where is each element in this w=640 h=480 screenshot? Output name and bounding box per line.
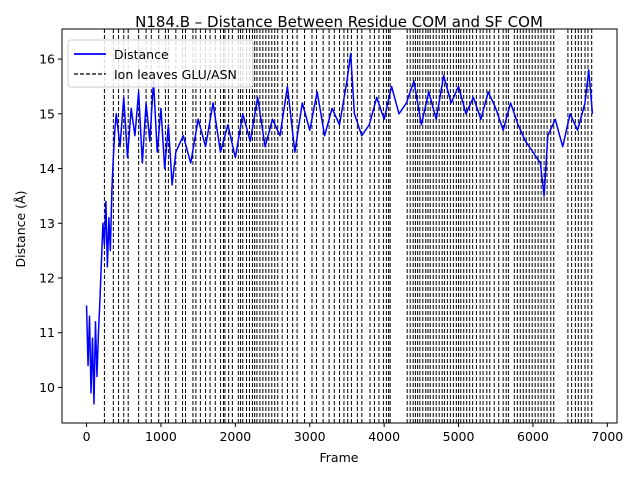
y-axis-label: Distance (Å) [13, 191, 28, 268]
x-tick-label: 3000 [294, 429, 326, 444]
y-tick-label: 11 [39, 325, 55, 340]
y-tick-label: 15 [39, 106, 55, 121]
x-tick-label: 0 [83, 429, 91, 444]
x-tick-label: 4000 [368, 429, 400, 444]
legend: Distance Ion leaves GLU/ASN [67, 39, 254, 88]
legend-frame [67, 39, 254, 88]
x-tick-label: 6000 [517, 429, 549, 444]
x-tick-label: 5000 [443, 429, 475, 444]
x-axis: 0 1000 2000 3000 4000 5000 6000 7000 [83, 423, 623, 444]
y-tick-label: 10 [39, 380, 55, 395]
chart-title: N184.B – Distance Between Residue COM an… [135, 13, 543, 31]
legend-label-distance: Distance [114, 47, 169, 62]
plot-area [85, 29, 594, 423]
series-line-distance [85, 52, 594, 405]
x-tick-label: 2000 [219, 429, 251, 444]
x-axis-label: Frame [320, 450, 359, 465]
y-tick-label: 13 [39, 216, 55, 231]
y-tick-label: 12 [39, 270, 55, 285]
y-tick-label: 16 [39, 52, 55, 67]
y-axis: 10 11 12 13 14 15 16 [39, 52, 62, 395]
x-tick-label: 7000 [591, 429, 623, 444]
plot-frame [61, 28, 618, 424]
legend-label-ion-leaves: Ion leaves GLU/ASN [114, 67, 237, 82]
x-tick-label: 1000 [145, 429, 177, 444]
y-tick-label: 14 [39, 161, 55, 176]
